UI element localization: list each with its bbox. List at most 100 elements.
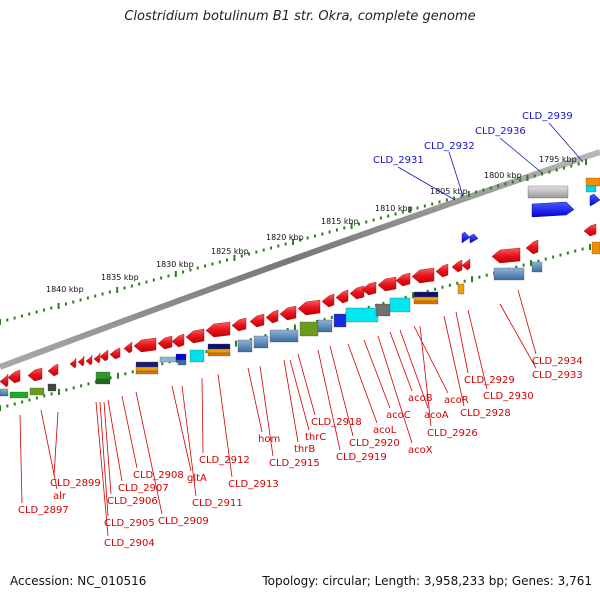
gene-box [47, 383, 57, 392]
gene-arrow [171, 333, 185, 348]
inner-tick [131, 370, 134, 374]
leader-line [397, 166, 456, 201]
outer-tick [431, 202, 434, 206]
gene-label: acoL [373, 425, 397, 436]
gene-label: acoX [408, 445, 433, 456]
outer-tick [226, 258, 229, 262]
leader-line [181, 385, 197, 497]
outer-tick [64, 302, 67, 306]
outer-tick [86, 296, 89, 300]
gene-label: CLD_2918 [311, 417, 362, 428]
outer-tick [526, 175, 529, 181]
outer-tick [504, 182, 507, 186]
gene-arrow [435, 263, 449, 278]
gene-arrow [77, 355, 85, 367]
inner-tick [537, 259, 540, 263]
inner-tick [574, 249, 577, 253]
gene-arrow [461, 258, 471, 271]
leader-line [19, 414, 23, 504]
outer-tick [555, 168, 558, 172]
gene-box [333, 313, 347, 328]
outer-tick [533, 174, 536, 178]
inner-tick [448, 283, 451, 287]
gene-box [345, 307, 379, 323]
gene-box [135, 366, 159, 372]
inner-tick [124, 372, 127, 376]
inner-tick [367, 305, 370, 309]
outer-tick [101, 292, 104, 296]
outer-tick [299, 238, 302, 242]
inner-tick [478, 275, 481, 279]
gene-arrow [395, 272, 411, 287]
leader-line [121, 395, 138, 469]
gene-box [9, 391, 29, 399]
inner-tick [566, 251, 569, 255]
leader-line [289, 359, 310, 431]
leader-line [499, 137, 543, 174]
inner-tick [35, 396, 38, 400]
leader-line [499, 303, 537, 369]
outer-tick [321, 232, 324, 236]
gene-box [413, 300, 439, 305]
outer-tick [152, 278, 155, 282]
gene-label: CLD_2912 [199, 455, 250, 466]
position-ticks [0, 159, 591, 411]
gene-label: CLD_2919 [336, 452, 387, 463]
outer-tick [167, 274, 170, 278]
outer-tick [394, 212, 397, 216]
outer-tick [277, 244, 280, 248]
leader-line [467, 309, 488, 390]
leader-line [548, 122, 584, 163]
gene-box [0, 388, 9, 397]
gene-label: acoA [424, 410, 449, 421]
gene-label: CLD_2933 [532, 370, 583, 381]
outer-tick [284, 242, 287, 246]
outer-tick [482, 188, 485, 192]
inner-tick [43, 394, 46, 398]
gene-arrow [85, 354, 93, 366]
gene-box [317, 319, 333, 333]
outer-tick [409, 207, 412, 213]
leader-line [95, 401, 109, 537]
leader-line [399, 329, 429, 409]
gene-box [591, 241, 600, 255]
gene-label: CLD_2899 [50, 478, 101, 489]
inner-tick [286, 328, 289, 332]
outer-tick [343, 226, 346, 230]
ruler-label: 1810 kbp [375, 204, 413, 213]
gene-arrow [279, 305, 297, 321]
gene-arrow [411, 267, 435, 284]
inner-tick [6, 404, 9, 408]
outer-tick [401, 210, 404, 214]
gene-box [413, 291, 439, 298]
inner-tick [434, 287, 437, 291]
inner-tick [323, 317, 326, 321]
ruler-label: 1830 kbp [156, 260, 194, 269]
outer-tick [379, 216, 382, 220]
outer-tick [416, 206, 419, 210]
gene-label: acoB [408, 393, 433, 404]
inner-tick [80, 384, 83, 388]
gene-arrow [297, 299, 321, 316]
gene-arrow [99, 349, 109, 362]
inner-tick [161, 362, 164, 366]
outer-tick [577, 162, 580, 166]
gene-label: CLD_2934 [532, 356, 583, 367]
inner-tick [412, 292, 414, 299]
gene-label: CLD_2908 [133, 470, 184, 481]
leader-line [443, 315, 465, 407]
outer-tick [445, 198, 448, 202]
outer-tick [453, 196, 456, 200]
outer-tick [204, 264, 207, 268]
outer-tick [233, 255, 236, 261]
gene-box [585, 177, 600, 187]
outer-tick [72, 300, 75, 304]
gene-label: thrB [294, 444, 315, 455]
outer-tick [57, 303, 60, 309]
inner-tick [13, 402, 16, 406]
inner-tick [382, 301, 385, 305]
leader-line [107, 399, 123, 482]
gene-arrow [531, 201, 575, 218]
